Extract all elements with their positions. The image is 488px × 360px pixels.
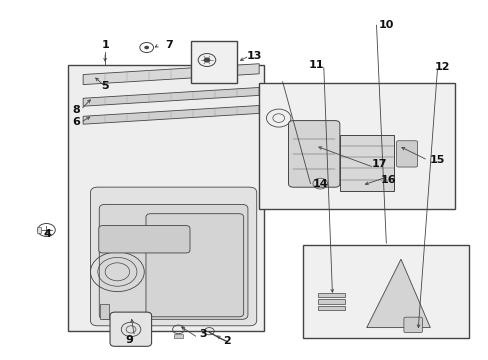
Text: 16: 16	[380, 175, 396, 185]
Bar	[190, 41, 237, 83]
Bar	[317, 306, 344, 310]
Text: 12: 12	[434, 62, 449, 72]
Text: 3: 3	[199, 329, 206, 339]
Bar	[68, 65, 264, 331]
FancyBboxPatch shape	[145, 214, 243, 317]
Text: 4: 4	[44, 229, 52, 239]
Text: 8: 8	[72, 105, 80, 115]
Text: 17: 17	[370, 159, 386, 169]
Text: 14: 14	[312, 179, 327, 189]
Text: 6: 6	[72, 117, 80, 127]
Bar	[317, 293, 344, 297]
Bar	[37, 227, 41, 233]
Text: 5: 5	[101, 81, 109, 91]
Text: 13: 13	[246, 51, 262, 61]
Text: 9: 9	[125, 335, 133, 345]
Bar	[259, 83, 454, 209]
Text: 11: 11	[308, 60, 324, 70]
Bar	[317, 299, 344, 304]
Polygon shape	[83, 87, 259, 106]
Text: 15: 15	[429, 155, 445, 165]
Polygon shape	[366, 259, 429, 328]
Bar	[100, 304, 109, 319]
Bar	[303, 245, 468, 338]
FancyBboxPatch shape	[110, 312, 151, 346]
Circle shape	[203, 58, 210, 63]
Circle shape	[144, 46, 149, 49]
Polygon shape	[83, 105, 259, 124]
FancyBboxPatch shape	[396, 141, 417, 167]
FancyBboxPatch shape	[99, 204, 247, 319]
Bar	[339, 135, 393, 191]
Text: 2: 2	[223, 336, 231, 346]
FancyBboxPatch shape	[99, 226, 190, 253]
FancyBboxPatch shape	[403, 317, 422, 333]
Polygon shape	[83, 64, 259, 85]
FancyBboxPatch shape	[288, 121, 339, 187]
Text: 7: 7	[164, 40, 172, 50]
FancyBboxPatch shape	[90, 187, 256, 326]
Text: 1: 1	[101, 40, 109, 50]
Text: 10: 10	[378, 20, 393, 30]
Bar	[173, 334, 183, 338]
